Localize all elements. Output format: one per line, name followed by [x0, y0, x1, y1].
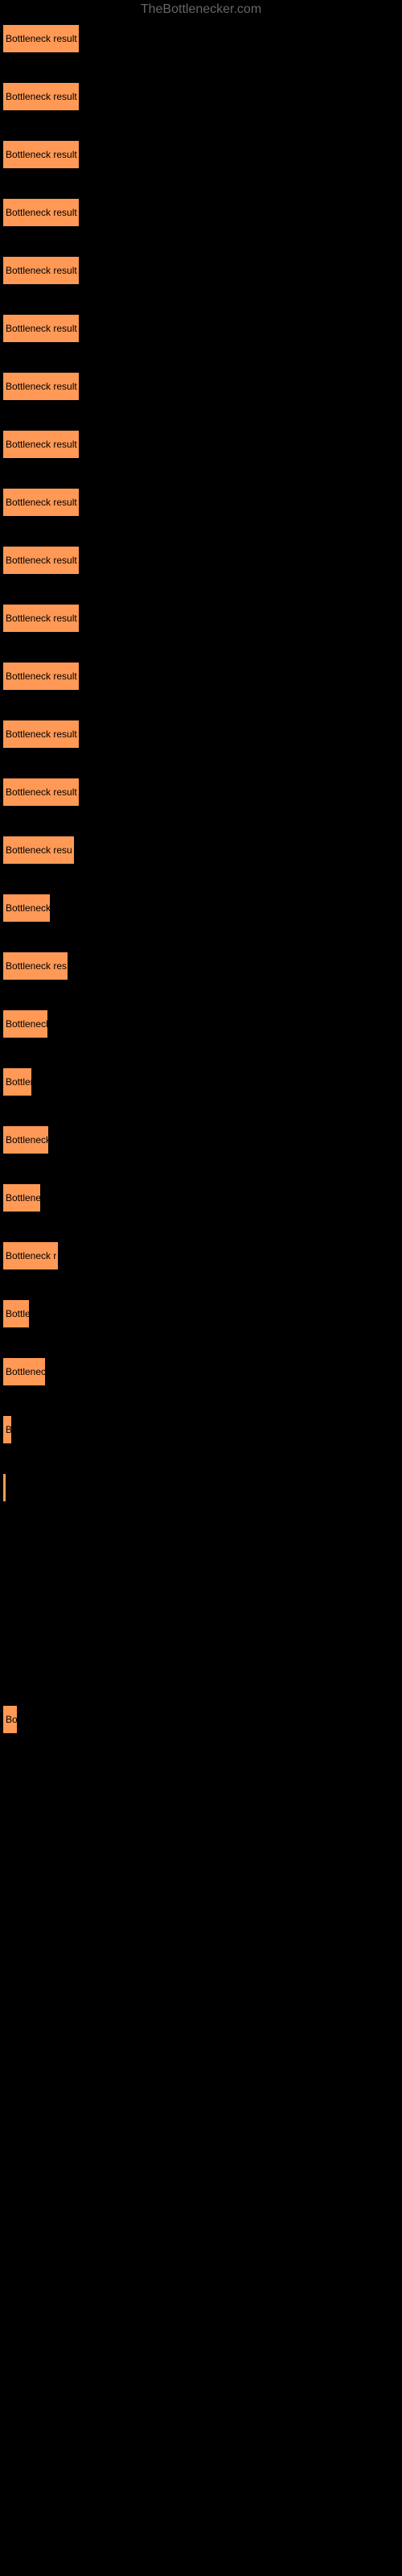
bar-label: Bottlenec — [6, 1366, 45, 1377]
bar-row: Bottleneck result — [2, 24, 400, 53]
bar-row: Bottle — [2, 1299, 400, 1328]
bar-chart: Bottleneck result Bottleneck result Bottle… — [2, 24, 400, 1763]
bar-row: Bottleneck result — [2, 662, 400, 691]
bar-label: Bottleneck result — [6, 497, 77, 508]
bar-row: Bottleneck result — [2, 372, 400, 401]
bar-row: Bottleneck — [2, 894, 400, 923]
bar-row — [2, 1473, 400, 1502]
bar-row: Bottler — [2, 1067, 400, 1096]
bar-row — [2, 1647, 400, 1676]
bar-row: Bottlenec — [2, 1357, 400, 1386]
bar-label: Bottleneck resu — [6, 844, 72, 856]
bar-label: Bottleneck — [6, 1018, 47, 1030]
bar-row: B — [2, 1415, 400, 1444]
chart-bar: Bottlenec — [2, 1357, 46, 1386]
chart-bar: Bottleneck result — [2, 314, 80, 343]
chart-bar: Bottleneck — [2, 1125, 49, 1154]
chart-bar: Bottleneck result — [2, 662, 80, 691]
chart-bar: Bottleneck resu — [2, 836, 75, 865]
chart-bar: Bottleneck res — [2, 952, 68, 980]
bar-label: Bottle — [6, 1308, 29, 1319]
chart-bar: Bottleneck result — [2, 720, 80, 749]
chart-bar: Bottleneck result — [2, 488, 80, 517]
bar-row: Bottleneck result — [2, 82, 400, 111]
bar-label: Bottleneck result — [6, 91, 77, 102]
chart-bar: Bottleneck — [2, 1009, 48, 1038]
bar-label: Bottlene — [6, 1192, 40, 1203]
bar-row: Bottleneck result — [2, 546, 400, 575]
chart-bar: Bottleneck result — [2, 546, 80, 575]
chart-bar: Bottleneck result — [2, 604, 80, 633]
bar-row: Bottleneck result — [2, 314, 400, 343]
chart-bar: Bottler — [2, 1067, 32, 1096]
bar-label: Bottleneck result — [6, 265, 77, 276]
bar-label: Bottleneck result — [6, 671, 77, 682]
chart-bar: Bottleneck result — [2, 256, 80, 285]
bar-row: Bottleneck res — [2, 952, 400, 980]
bar-label: Bottleneck result — [6, 149, 77, 160]
bar-row: Bottleneck result — [2, 488, 400, 517]
bar-row: Bottleneck result — [2, 198, 400, 227]
bar-row — [2, 1531, 400, 1560]
bar-label: Bottleneck result — [6, 786, 77, 798]
bar-row: Bottleneck result — [2, 778, 400, 807]
bar-row: Bottleneck — [2, 1009, 400, 1038]
bar-label: Bottleneck result — [6, 729, 77, 740]
bar-row: Bottleneck result — [2, 140, 400, 169]
bar-row — [2, 1589, 400, 1618]
bar-label: Bottleneck result — [6, 555, 77, 566]
chart-bar: B — [2, 1415, 12, 1444]
bar-label: Bottleneck result — [6, 439, 77, 450]
bar-row: Bottleneck result — [2, 430, 400, 459]
chart-bar: Bottleneck result — [2, 198, 80, 227]
bar-label: Bo — [6, 1714, 17, 1725]
bar-label: Bottleneck result — [6, 381, 77, 392]
bar-label: Bottleneck r — [6, 1250, 56, 1261]
bar-label: Bottleneck result — [6, 613, 77, 624]
bar-row: Bottleneck result — [2, 256, 400, 285]
bar-row: Bottleneck resu — [2, 836, 400, 865]
bar-row: Bottleneck result — [2, 604, 400, 633]
chart-bar: Bo — [2, 1705, 18, 1734]
bar-label: Bottleneck res — [6, 960, 67, 972]
chart-bar — [2, 1473, 6, 1502]
bar-label: Bottleneck — [6, 1134, 48, 1146]
bar-label: B — [6, 1424, 11, 1435]
bar-row: Bottleneck — [2, 1125, 400, 1154]
bar-row: Bottleneck result — [2, 720, 400, 749]
bar-label: Bottleneck result — [6, 323, 77, 334]
bar-row: Bottleneck r — [2, 1241, 400, 1270]
chart-bar: Bottleneck — [2, 894, 51, 923]
bar-label: Bottleneck — [6, 902, 50, 914]
page-title: TheBottlenecker.com — [141, 2, 261, 17]
chart-bar: Bottleneck r — [2, 1241, 59, 1270]
bar-label: Bottleneck result — [6, 207, 77, 218]
chart-bar: Bottlene — [2, 1183, 41, 1212]
chart-bar: Bottleneck result — [2, 24, 80, 53]
chart-bar: Bottleneck result — [2, 372, 80, 401]
bar-label: Bottleneck result — [6, 33, 77, 44]
bar-label: Bottler — [6, 1076, 31, 1088]
chart-bar: Bottleneck result — [2, 778, 80, 807]
chart-bar: Bottleneck result — [2, 140, 80, 169]
chart-bar: Bottleneck result — [2, 430, 80, 459]
bar-row: Bo — [2, 1705, 400, 1734]
bar-row: Bottlene — [2, 1183, 400, 1212]
chart-bar: Bottle — [2, 1299, 30, 1328]
chart-bar: Bottleneck result — [2, 82, 80, 111]
